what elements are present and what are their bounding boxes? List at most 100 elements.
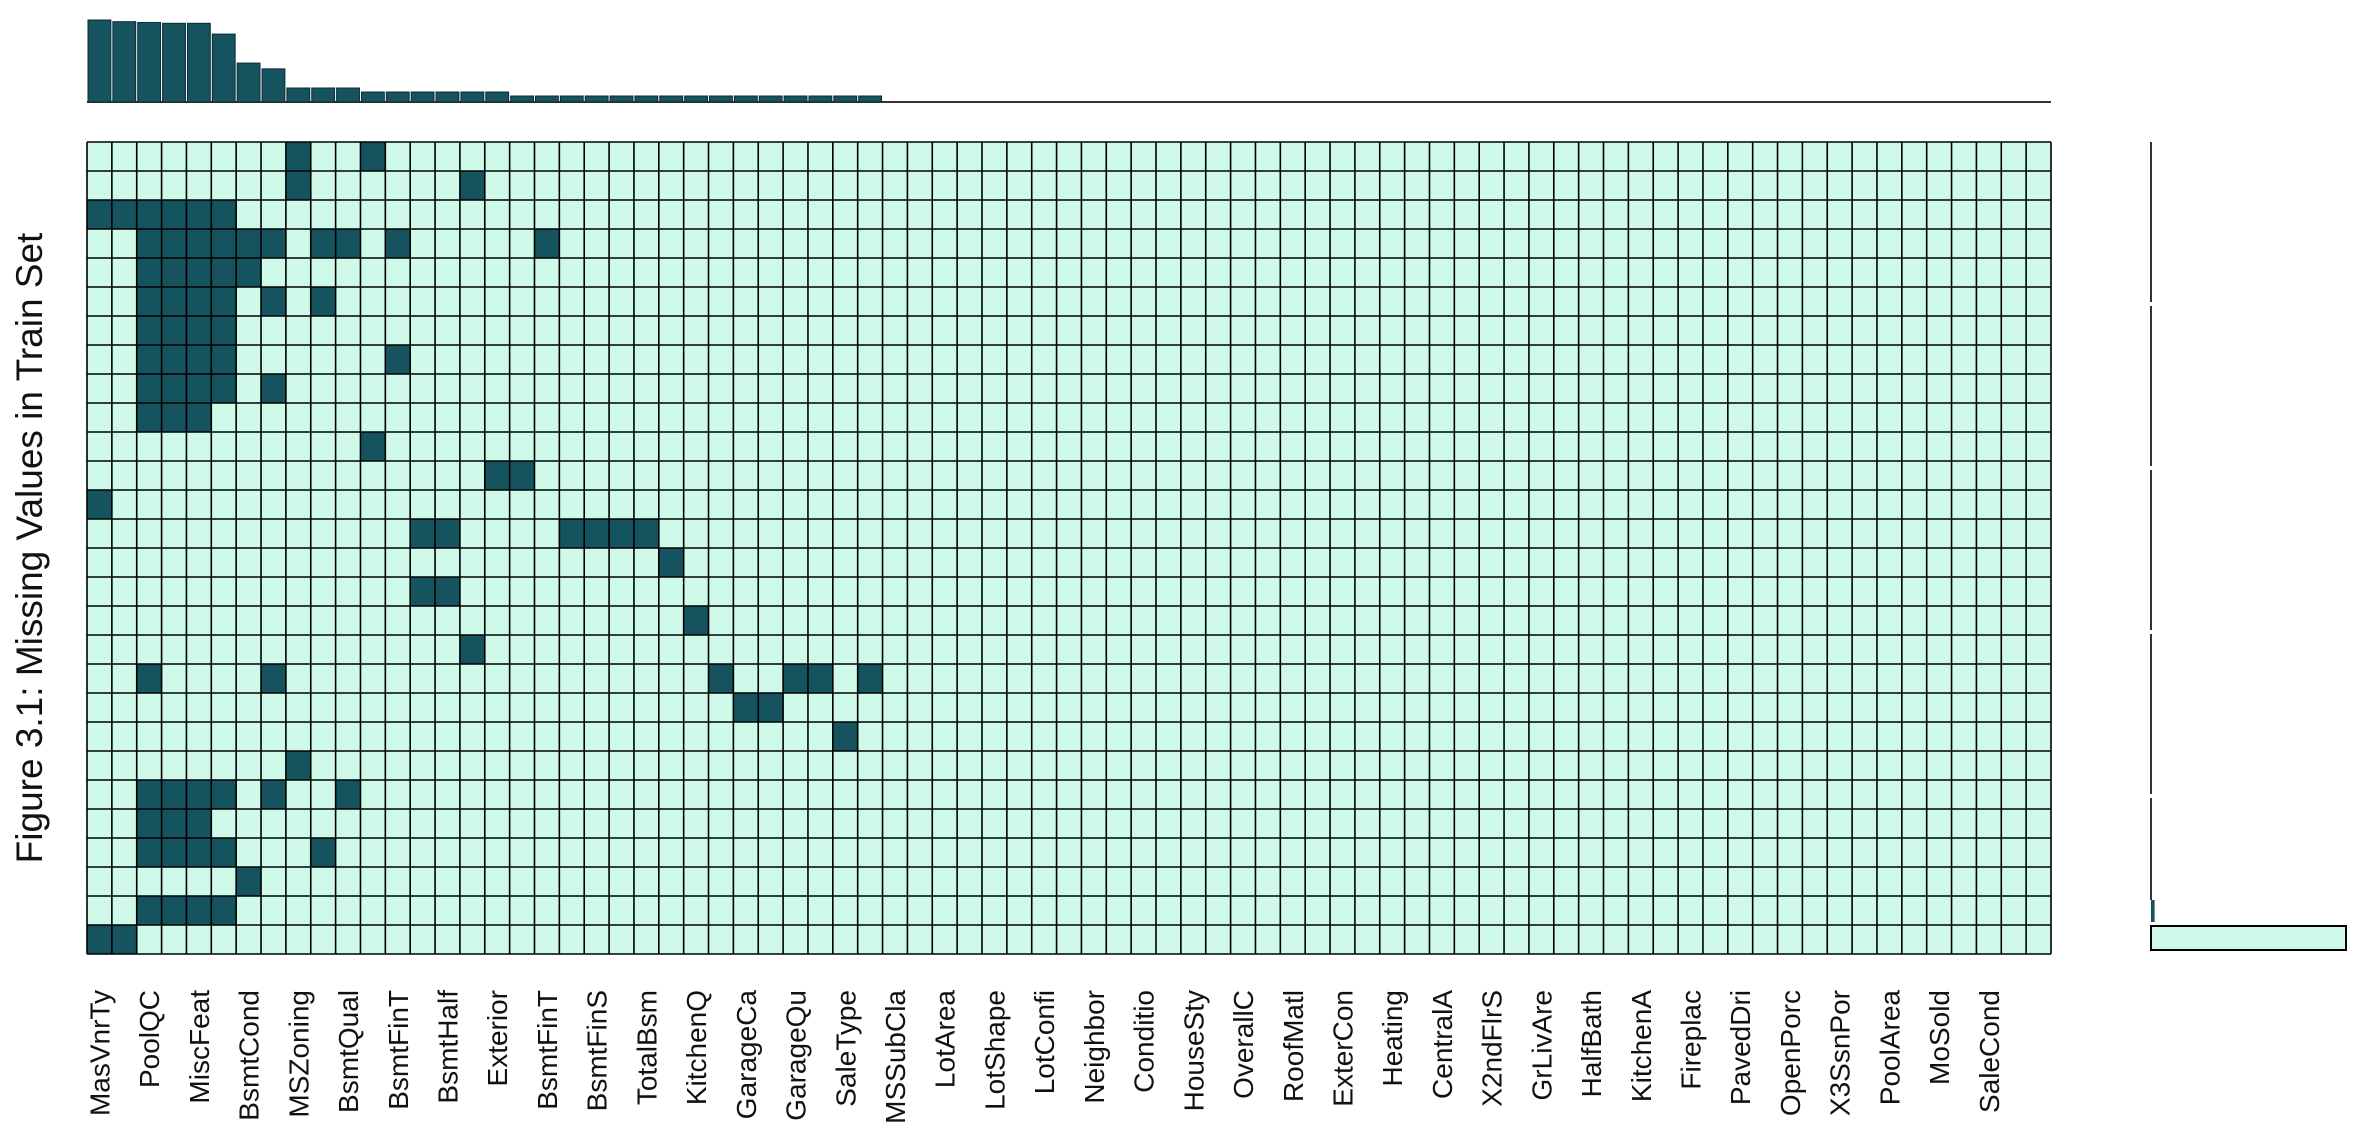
top-bar [311,87,336,103]
x-tick-label: X2ndFlrS [1477,990,1508,1107]
x-tick-label: Exterior [482,990,513,1086]
x-tick-label: OverallC [1228,990,1259,1099]
missing-cell [136,809,162,838]
x-tick-label: LotArea [930,990,961,1088]
x-tick-label: MasVnrTy [84,990,115,1116]
missing-cell [161,403,187,432]
x-tick-label: GarageCa [731,990,762,1120]
missing-cell [186,316,212,345]
y-axis-label: Figure 3.1: Missing Values in Train Set [9,232,50,863]
top-bar [410,91,435,103]
missing-cell [360,142,386,171]
missing-cell [136,664,162,693]
missing-cell [211,258,237,287]
missing-cell [111,200,137,229]
top-bar [336,87,360,103]
x-tick-label: RoofMatl [1278,990,1309,1102]
x-tick-label: BsmtFinS [582,990,613,1111]
missing-cell [832,722,858,751]
top-bar [137,21,162,103]
missing-cell [161,229,187,258]
missing-cell [385,345,411,374]
x-tick-label: OpenPorc [1775,990,1806,1116]
top-bar [360,91,385,103]
top-bar [460,91,485,103]
x-tick-label: BsmtHalf [432,990,463,1104]
x-tick-label: TotalBsm [631,990,662,1105]
missing-cell [285,171,311,200]
missing-cell [111,925,137,954]
missing-cell [783,664,808,693]
top-bar [758,95,783,103]
top-bar [236,62,261,103]
top-bar [808,95,833,103]
missing-cell [161,200,187,229]
top-bar [162,22,186,103]
missing-cell [758,693,784,722]
missing-cell [385,229,411,258]
missing-cell [211,200,237,229]
missing-cell [410,577,436,606]
x-tick-label: GarageQu [781,990,812,1121]
top-bar [609,95,634,103]
top-bar [684,95,709,103]
missing-cell [708,664,734,693]
x-tick-label: BsmtFinT [383,990,414,1110]
missing-cell [733,693,759,722]
missing-cell [534,229,560,258]
missing-cell [186,809,212,838]
x-tick-label: Neighbor [1079,990,1110,1104]
missing-cell [136,287,162,316]
missing-cell [584,519,610,548]
missing-cell [186,780,212,809]
top-bar [385,91,410,103]
x-tick-label-group: MasVnrTy PoolQC MiscFeat BsmtCond MSZoning Bs… [84,990,2004,1124]
top-bar [833,95,858,103]
x-tick-label: LotConfi [1029,990,1060,1094]
missing-cell [161,316,187,345]
missing-cell [559,519,585,548]
missing-cell [236,867,262,896]
top-bar [783,95,808,103]
missing-cell [87,490,112,519]
x-tick-label: Fireplac [1676,990,1707,1090]
heatmap-grid [86,141,2052,955]
missing-cell [186,229,212,258]
x-tick-label: BsmtCond [234,990,265,1121]
x-tick-label: KitchenQ [681,990,712,1105]
top-bar [485,91,510,103]
missing-cell [161,287,187,316]
top-bar [534,95,559,103]
missing-cell [335,229,361,258]
missing-cell [136,896,162,925]
top-bar [112,21,137,103]
missing-cell [136,200,162,229]
missing-cell [136,229,162,258]
x-tick-label: CentralA [1427,990,1458,1099]
missing-cell [435,577,460,606]
missing-cell [161,896,187,925]
missing-cell [310,838,336,867]
missing-cell [261,229,286,258]
side-bar [2150,925,2347,951]
missing-cell [285,751,311,780]
missing-cell [186,287,212,316]
missing-cell [261,780,286,809]
missing-cell [211,287,237,316]
missing-cell [857,664,883,693]
x-tick-label: X3SsnPor [1825,990,1856,1116]
top-bar [211,33,236,103]
missing-cell [136,838,162,867]
missing-cell [335,780,361,809]
top-bar [659,95,684,103]
top-bar [559,95,584,103]
missing-cell [633,519,659,548]
top-bar [584,95,609,103]
x-tick-label: PavedDri [1725,990,1756,1105]
missing-cell [136,316,162,345]
missing-cell [211,838,237,867]
x-tick-label: PoolArea [1874,990,1905,1106]
missing-cell [136,258,162,287]
